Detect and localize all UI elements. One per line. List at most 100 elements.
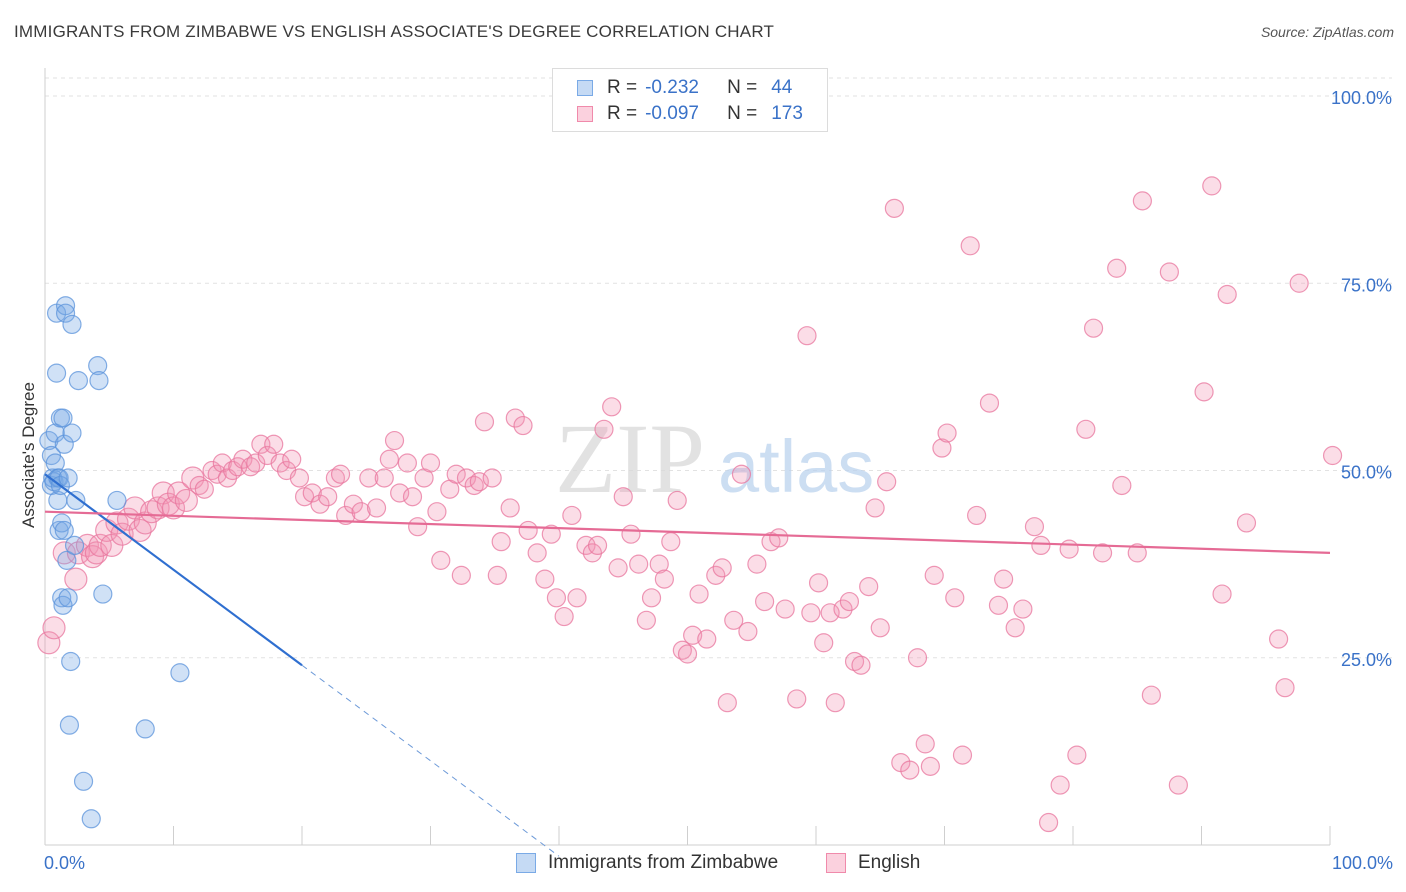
point-english-62 (420, 453, 441, 473)
point-english-158 (1092, 543, 1113, 563)
point-english-6 (80, 545, 105, 569)
point-english-132 (884, 198, 904, 218)
point-english-147 (994, 569, 1014, 589)
point-english-3 (64, 567, 88, 591)
point-zimbabwe-15 (52, 513, 72, 533)
point-english-28 (207, 464, 227, 484)
bottom-legend-english: English (826, 852, 920, 874)
point-english-34 (241, 457, 261, 477)
legend-row-zimbabwe: R = -0.232 N = 44 (577, 76, 792, 100)
point-english-159 (1107, 258, 1127, 278)
point-english-33 (233, 449, 253, 469)
watermark-atlas: atlas (718, 425, 874, 508)
point-english-0 (37, 631, 61, 655)
point-english-141 (945, 588, 965, 608)
legend-r-value: -0.097 (645, 103, 699, 124)
point-english-109 (724, 610, 744, 630)
point-english-103 (683, 625, 703, 645)
point-english-160 (1112, 475, 1132, 496)
point-english-92 (613, 487, 633, 507)
point-english-46 (318, 487, 338, 507)
point-english-164 (1159, 262, 1179, 282)
point-english-49 (336, 505, 356, 526)
point-zimbabwe-0 (39, 430, 59, 451)
point-english-25 (189, 475, 209, 496)
point-english-148 (1005, 618, 1025, 638)
bottom-legend-label-zimbabwe: Immigrants from Zimbabwe (548, 852, 779, 873)
point-english-60 (408, 517, 428, 537)
legend-row-english: R = -0.097 N = 173 (577, 102, 803, 126)
watermark: ZIP atlas (555, 403, 874, 514)
point-english-156 (1076, 419, 1096, 439)
point-english-151 (1031, 535, 1051, 556)
y-tick-label-50: 50.0% (1341, 463, 1392, 483)
point-english-29 (212, 453, 232, 473)
point-zimbabwe-11 (49, 520, 69, 541)
bottom-legend-swatch-zimbabwe (516, 853, 536, 873)
point-english-118 (797, 326, 817, 346)
point-english-172 (1275, 678, 1295, 698)
point-english-84 (562, 505, 582, 526)
point-english-45 (310, 494, 330, 514)
point-english-73 (487, 565, 507, 585)
point-english-78 (518, 520, 538, 541)
point-zimbabwe-7 (46, 363, 67, 383)
point-english-82 (546, 588, 567, 608)
point-english-88 (587, 535, 608, 556)
point-english-107 (712, 558, 732, 578)
point-english-90 (602, 397, 622, 417)
point-english-163 (1141, 685, 1161, 705)
point-english-122 (820, 603, 840, 623)
point-zimbabwe-35 (88, 356, 108, 376)
point-english-154 (1059, 539, 1079, 559)
point-english-39 (270, 453, 290, 473)
point-english-138 (924, 565, 944, 585)
point-english-170 (1236, 513, 1257, 533)
trend-line-zimbabwe (44, 473, 303, 667)
point-english-136 (915, 734, 935, 754)
point-english-120 (808, 573, 829, 593)
point-english-21 (161, 496, 186, 520)
legend-r-label: R = (607, 77, 638, 98)
axes (44, 68, 1331, 846)
point-english-89 (594, 419, 614, 439)
point-english-66 (446, 464, 466, 484)
point-english-59 (402, 487, 423, 507)
point-english-150 (1024, 517, 1045, 537)
point-english-98 (654, 569, 674, 589)
point-english-91 (608, 558, 628, 578)
point-english-119 (801, 603, 821, 623)
point-english-143 (960, 236, 980, 256)
point-zimbabwe-19 (54, 434, 74, 454)
point-english-69 (464, 475, 484, 496)
point-english-106 (706, 565, 726, 585)
bottom-legend-label-english: English (858, 852, 921, 873)
point-english-85 (567, 588, 587, 608)
point-zimbabwe-17 (53, 408, 73, 428)
point-english-38 (264, 434, 284, 454)
bottom-legend-zimbabwe: Immigrants from Zimbabwe (516, 852, 778, 874)
point-zimbabwe-24 (58, 468, 78, 488)
point-english-146 (988, 595, 1009, 615)
point-english-166 (1194, 382, 1214, 402)
point-english-94 (629, 554, 649, 574)
point-english-131 (877, 472, 897, 492)
point-zimbabwe-40 (170, 663, 190, 683)
point-english-169 (1217, 284, 1237, 305)
point-english-53 (366, 498, 387, 518)
point-english-174 (1322, 445, 1343, 466)
point-english-41 (282, 449, 302, 469)
point-english-97 (649, 554, 669, 574)
point-english-102 (677, 644, 698, 664)
point-english-112 (747, 554, 767, 574)
point-english-51 (351, 502, 371, 522)
point-zimbabwe-21 (55, 296, 76, 316)
point-english-104 (689, 584, 709, 604)
point-english-117 (787, 689, 807, 709)
point-english-113 (754, 591, 775, 612)
point-english-95 (636, 610, 656, 630)
point-english-48 (330, 464, 351, 484)
y-tick-label-100: 100.0% (1331, 88, 1392, 108)
point-english-77 (513, 415, 533, 436)
